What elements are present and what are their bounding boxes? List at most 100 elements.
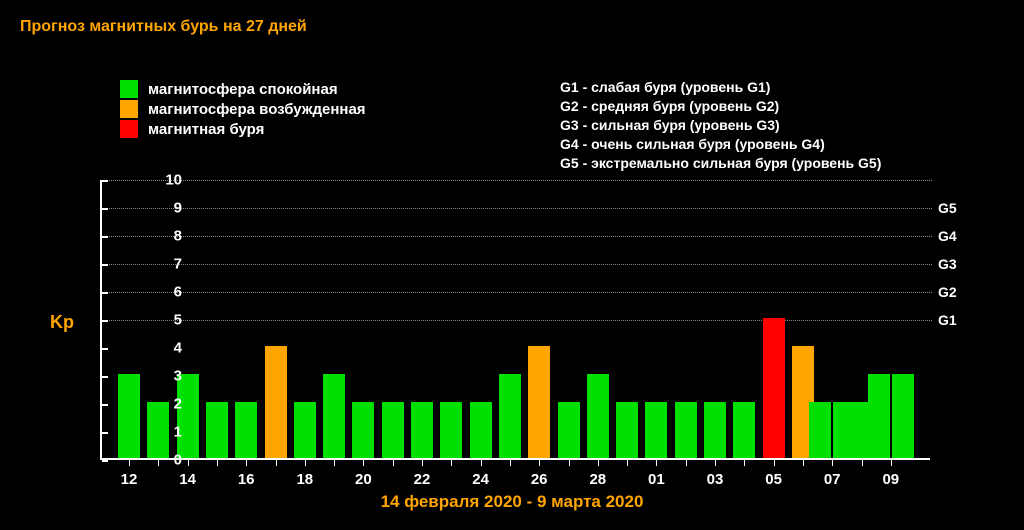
right-axis-label: G2	[938, 284, 957, 300]
xtick-label: 24	[472, 471, 489, 488]
legend-label: магнитосфера спокойная	[148, 81, 338, 98]
ytick	[102, 264, 108, 266]
gridline	[102, 320, 932, 321]
legend-right-row: G4 - очень сильная буря (уровень G4)	[560, 135, 881, 154]
ytick	[102, 292, 108, 294]
ytick-label: 1	[152, 424, 182, 441]
bar	[892, 374, 914, 458]
ytick	[102, 404, 108, 406]
bar	[440, 402, 462, 458]
legend-swatch	[120, 100, 138, 118]
xtick	[276, 458, 277, 466]
bar	[868, 374, 890, 458]
xtick	[188, 458, 189, 466]
ytick	[102, 348, 108, 350]
legend-label: магнитная буря	[148, 121, 264, 138]
xtick	[862, 458, 863, 466]
ytick-label: 5	[152, 312, 182, 329]
legend-row: магнитная буря	[120, 120, 366, 138]
xtick	[393, 458, 394, 466]
xtick	[803, 458, 804, 466]
xtick	[774, 458, 775, 466]
bar	[733, 402, 755, 458]
legend-right-row: G1 - слабая буря (уровень G1)	[560, 78, 881, 97]
xtick	[363, 458, 364, 466]
bar	[587, 374, 609, 458]
legend-row: магнитосфера возбужденная	[120, 100, 366, 118]
bar	[206, 402, 228, 458]
xtick	[832, 458, 833, 466]
xtick-label: 26	[531, 471, 548, 488]
ytick-label: 2	[152, 396, 182, 413]
legend-row: магнитосфера спокойная	[120, 80, 366, 98]
right-axis-label: G3	[938, 256, 957, 272]
ytick	[102, 208, 108, 210]
xtick	[334, 458, 335, 466]
bar	[645, 402, 667, 458]
legend-right: G1 - слабая буря (уровень G1)G2 - средня…	[560, 78, 881, 172]
right-axis-label: G4	[938, 228, 957, 244]
gridline	[102, 236, 932, 237]
right-axis-label: G5	[938, 200, 957, 216]
ytick-label: 4	[152, 340, 182, 357]
xtick	[569, 458, 570, 466]
bar	[411, 402, 433, 458]
xtick-label: 28	[589, 471, 606, 488]
xtick-label: 03	[707, 471, 724, 488]
bar	[763, 318, 785, 458]
ytick-label: 3	[152, 368, 182, 385]
xtick	[510, 458, 511, 466]
bar	[616, 402, 638, 458]
legend-label: магнитосфера возбужденная	[148, 101, 366, 118]
bar	[352, 402, 374, 458]
ytick-label: 8	[152, 228, 182, 245]
ytick	[102, 432, 108, 434]
bar	[704, 402, 726, 458]
xaxis-title: 14 февраля 2020 - 9 марта 2020	[0, 492, 1024, 512]
xtick-label: 16	[238, 471, 255, 488]
bar	[558, 402, 580, 458]
ytick	[102, 236, 108, 238]
xtick	[305, 458, 306, 466]
xtick	[481, 458, 482, 466]
bar	[265, 346, 287, 458]
xtick-label: 05	[765, 471, 782, 488]
bar	[675, 402, 697, 458]
bar	[177, 374, 199, 458]
right-axis-label: G1	[938, 312, 957, 328]
xtick	[656, 458, 657, 466]
legend-right-row: G2 - средняя буря (уровень G2)	[560, 97, 881, 116]
ytick-label: 7	[152, 256, 182, 273]
xtick-label: 09	[882, 471, 899, 488]
chart-title: Прогноз магнитных бурь на 27 дней	[20, 18, 307, 36]
xtick	[627, 458, 628, 466]
xtick	[744, 458, 745, 466]
xtick	[451, 458, 452, 466]
ytick-label: 10	[152, 172, 182, 189]
xtick-label: 22	[414, 471, 431, 488]
xtick	[891, 458, 892, 466]
xtick-label: 01	[648, 471, 665, 488]
xtick	[598, 458, 599, 466]
xtick-label: 14	[179, 471, 196, 488]
ytick-label: 0	[152, 452, 182, 469]
ytick-label: 9	[152, 200, 182, 217]
bar	[118, 374, 140, 458]
plot-area: 1214161820222426280103050709	[100, 180, 930, 460]
ytick-label: 6	[152, 284, 182, 301]
bar	[470, 402, 492, 458]
bar	[294, 402, 316, 458]
legend-swatch	[120, 120, 138, 138]
gridline	[102, 292, 932, 293]
xtick	[539, 458, 540, 466]
xtick	[217, 458, 218, 466]
legend-swatch	[120, 80, 138, 98]
ytick	[102, 376, 108, 378]
xtick	[686, 458, 687, 466]
bar	[235, 402, 257, 458]
legend-left: магнитосфера спокойная магнитосфера возбу…	[120, 80, 366, 140]
bar	[382, 402, 404, 458]
ytick	[102, 460, 108, 462]
xtick-label: 07	[824, 471, 841, 488]
ytick	[102, 320, 108, 322]
